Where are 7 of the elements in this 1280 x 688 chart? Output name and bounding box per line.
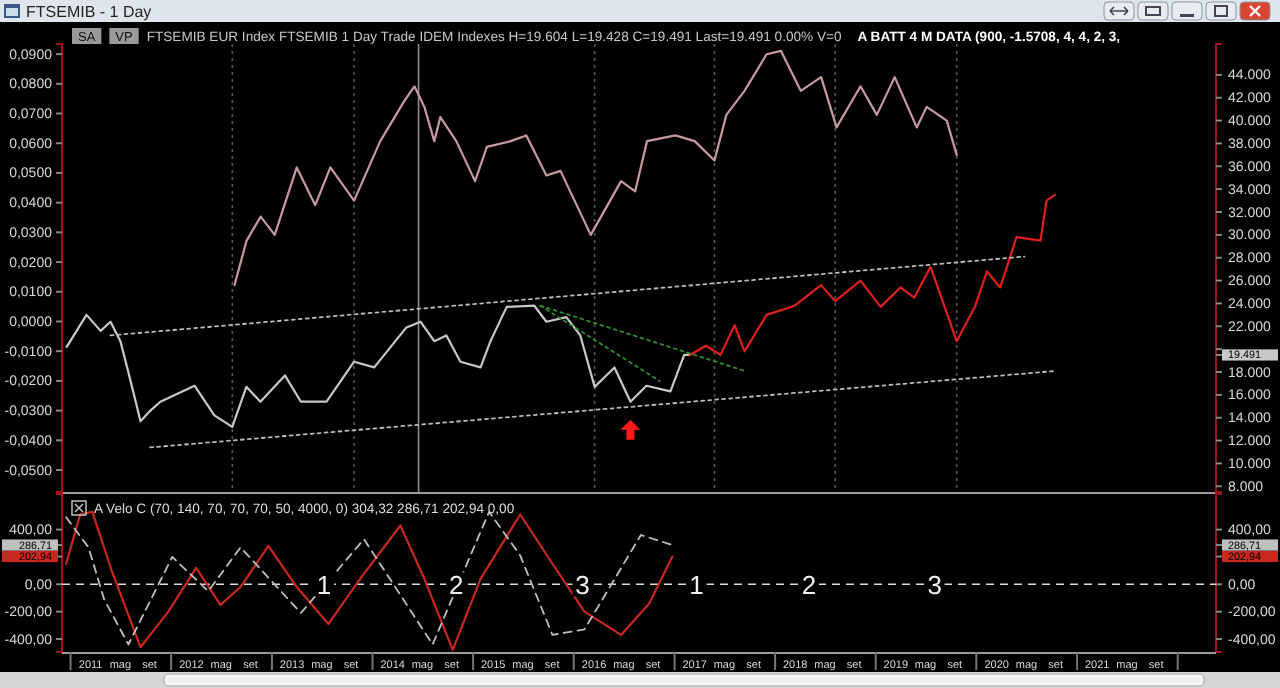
annotation: 1 <box>689 569 704 600</box>
annotation: 1 <box>316 569 332 600</box>
annotation: 2 <box>801 569 817 600</box>
annotation: 2 <box>449 569 464 600</box>
annotation: 3 <box>927 569 942 600</box>
chart-title: FTSEMIB - 1 Day <box>26 3 152 21</box>
annotation: 3 <box>575 569 590 600</box>
